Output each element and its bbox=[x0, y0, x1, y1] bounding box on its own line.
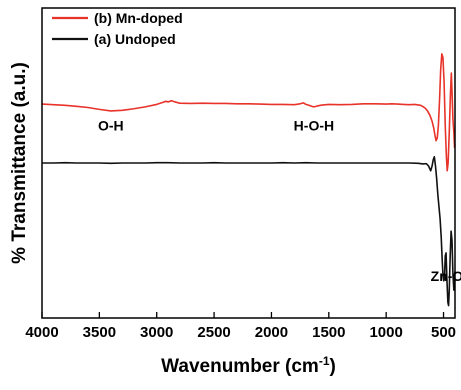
plot-frame bbox=[41, 7, 456, 319]
series-line-mn-doped bbox=[41, 53, 456, 172]
x-axis-label: Wavenumber (cm-1) bbox=[161, 354, 336, 377]
x-tick-label-3500: 3500 bbox=[83, 324, 116, 341]
annotation-zno: Zn-O bbox=[431, 268, 461, 284]
x-tick-label-4000: 4000 bbox=[25, 324, 58, 341]
annotation-hoh: H-O-H bbox=[294, 117, 334, 133]
annotation-oh: O-H bbox=[98, 117, 124, 133]
x-tick-label-2000: 2000 bbox=[255, 324, 288, 341]
plot-layer bbox=[41, 53, 456, 307]
x-axis-label-end: ) bbox=[330, 356, 336, 377]
legend: (b) Mn-doped (a) Undoped bbox=[52, 10, 183, 47]
legend-label-mn-doped: (b) Mn-doped bbox=[94, 10, 183, 26]
x-tick-label-500: 500 bbox=[431, 324, 456, 341]
x-axis-label-superscript: -1 bbox=[319, 354, 330, 368]
x-tick-label-1500: 1500 bbox=[312, 324, 345, 341]
x-axis-label-main: Wavenumber (cm bbox=[161, 356, 319, 377]
x-tick-label-3000: 3000 bbox=[140, 324, 173, 341]
x-tick-label-1000: 1000 bbox=[369, 324, 402, 341]
legend-label-undoped: (a) Undoped bbox=[94, 31, 176, 47]
y-axis-label: % Transmittance (a.u.) bbox=[9, 62, 30, 264]
tick-layer: 4000 3500 3000 2500 2000 1500 1000 500 bbox=[25, 312, 456, 341]
series-line-undoped bbox=[42, 156, 456, 307]
x-tick-label-2500: 2500 bbox=[197, 324, 230, 341]
